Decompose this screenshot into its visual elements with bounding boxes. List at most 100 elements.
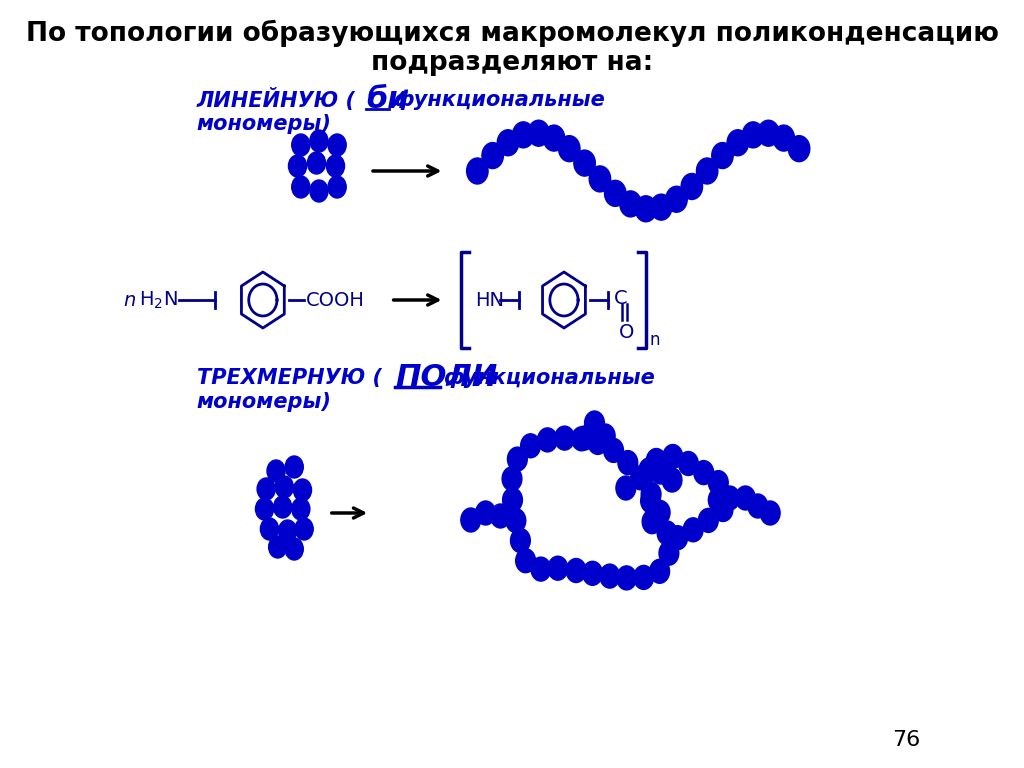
Circle shape [566,558,586,582]
Circle shape [679,452,698,475]
Text: COOH: COOH [306,290,365,310]
Circle shape [604,180,626,207]
Circle shape [574,426,595,450]
Text: подразделяют на:: подразделяют на: [371,50,653,76]
Circle shape [788,136,810,162]
Circle shape [273,496,292,518]
Circle shape [476,501,496,525]
Circle shape [292,498,310,520]
Circle shape [698,508,718,532]
Circle shape [709,488,728,512]
Circle shape [617,451,638,475]
Text: ТРЕХМЕРНУЮ (: ТРЕХМЕРНУЮ ( [197,368,382,388]
Text: 76: 76 [892,730,921,750]
Circle shape [260,518,279,540]
Circle shape [635,196,656,222]
Circle shape [538,428,557,452]
Circle shape [573,150,595,176]
Circle shape [589,166,610,192]
Circle shape [310,180,328,202]
Circle shape [328,134,346,156]
Circle shape [461,508,480,532]
Circle shape [531,557,551,581]
Circle shape [502,467,522,491]
Circle shape [508,447,527,471]
Circle shape [709,471,728,495]
Circle shape [668,526,687,550]
Circle shape [295,518,313,540]
Circle shape [650,194,672,220]
Circle shape [528,121,549,146]
Circle shape [583,561,602,585]
Circle shape [773,125,795,151]
Circle shape [555,426,574,450]
Circle shape [641,489,660,513]
Text: n: n [650,331,660,349]
Text: функциональные: функциональные [393,90,605,111]
Circle shape [292,176,310,198]
Circle shape [289,155,306,177]
Circle shape [650,460,671,484]
Circle shape [646,449,667,472]
Circle shape [735,486,756,510]
Circle shape [328,176,346,198]
Circle shape [327,155,344,177]
Circle shape [513,122,535,148]
Circle shape [503,488,522,512]
Text: $n$: $n$ [123,290,135,310]
Circle shape [595,424,615,448]
Circle shape [663,445,683,468]
Circle shape [666,186,687,212]
Circle shape [616,476,636,500]
Circle shape [642,510,662,534]
Circle shape [585,411,604,435]
Circle shape [683,518,703,541]
Circle shape [742,122,764,148]
Circle shape [650,501,670,525]
Circle shape [758,121,779,146]
Circle shape [506,508,525,532]
Circle shape [748,494,768,518]
Circle shape [255,498,273,520]
Circle shape [659,541,679,565]
Circle shape [307,152,326,174]
Text: функциональные: функциональные [442,368,654,389]
Circle shape [727,130,749,156]
Circle shape [267,460,285,482]
Circle shape [310,130,328,152]
Circle shape [650,559,670,584]
Circle shape [713,498,733,521]
Circle shape [543,125,564,151]
Circle shape [558,136,580,162]
Circle shape [275,476,294,498]
Text: мономеры): мономеры) [197,392,332,412]
Circle shape [498,130,519,156]
Circle shape [268,536,287,558]
Circle shape [634,565,653,589]
Circle shape [631,466,650,490]
Text: O: O [620,323,635,342]
Circle shape [285,456,303,478]
Circle shape [292,134,310,156]
Text: би: би [366,85,409,114]
Circle shape [279,520,297,542]
Circle shape [694,461,714,485]
Text: мономеры): мономеры) [197,114,332,134]
Text: ПОЛИ: ПОЛИ [395,363,497,392]
Circle shape [294,479,311,501]
Circle shape [516,548,536,573]
Circle shape [657,521,677,545]
Circle shape [712,143,733,168]
Circle shape [620,191,641,217]
Text: C: C [614,289,628,307]
Circle shape [720,486,739,510]
Circle shape [588,430,607,455]
Circle shape [639,458,658,482]
Circle shape [616,566,637,590]
Circle shape [257,478,275,500]
Circle shape [571,427,592,451]
Text: ЛИНЕЙНУЮ (: ЛИНЕЙНУЮ ( [197,88,356,111]
Circle shape [482,143,504,168]
Circle shape [641,482,660,506]
Circle shape [604,439,624,462]
